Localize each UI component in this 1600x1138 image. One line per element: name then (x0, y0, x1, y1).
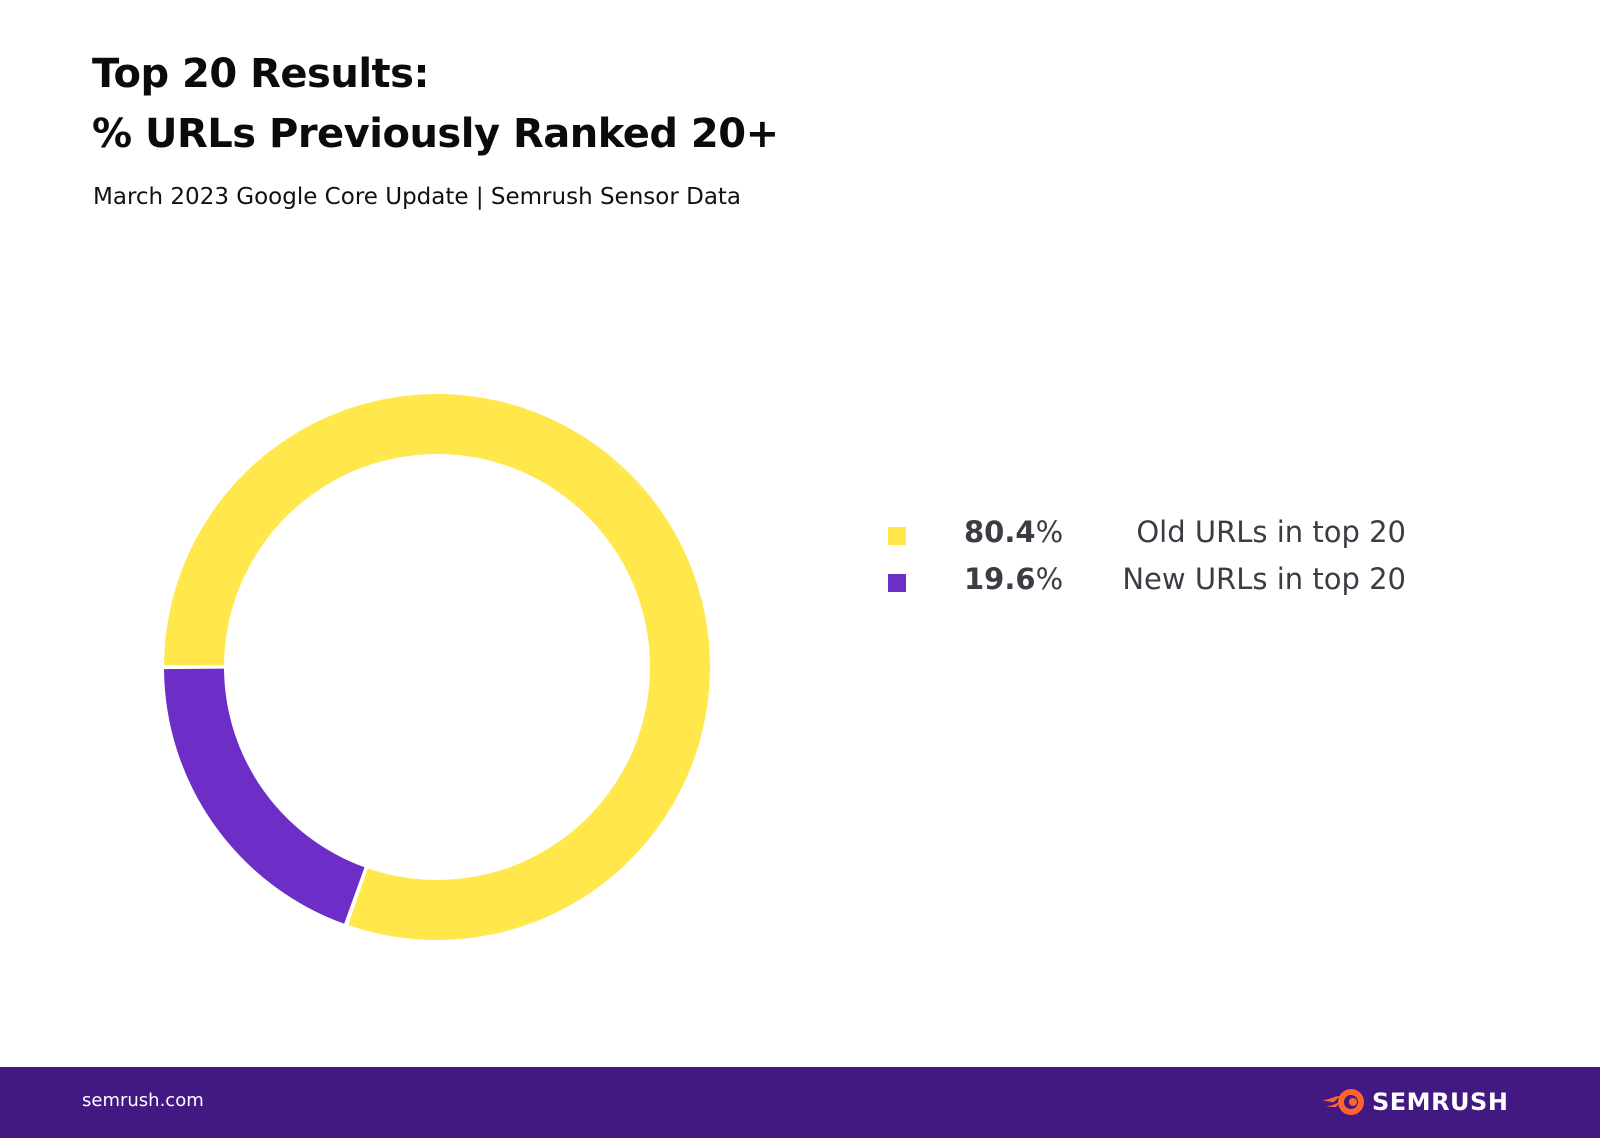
legend-label-old-urls: Old URLs in top 20 (1136, 515, 1406, 549)
footer-bar: semrush.com SEMRUSH (0, 1067, 1600, 1138)
legend-value-new-urls: 19.6% (964, 562, 1064, 596)
legend-swatch-new-urls (888, 574, 906, 592)
semrush-flame-icon (1322, 1089, 1364, 1115)
semrush-logo: SEMRUSH (1320, 1082, 1508, 1122)
legend-value-old-urls: 80.4% (964, 515, 1064, 549)
chart-subtitle: March 2023 Google Core Update | Semrush … (93, 184, 742, 210)
chart-legend: 80.4% Old URLs in top 20 19.6% New URLs … (888, 515, 1408, 609)
footer-site-link[interactable]: semrush.com (82, 1090, 204, 1111)
chart-title-line-2: % URLs Previously Ranked 20+ (92, 111, 779, 157)
legend-item-new-urls: 19.6% New URLs in top 20 (888, 562, 1408, 609)
legend-label-new-urls: New URLs in top 20 (1122, 562, 1406, 596)
legend-item-old-urls: 80.4% Old URLs in top 20 (888, 515, 1408, 562)
legend-swatch-old-urls (888, 527, 906, 545)
donut-slice-new-urls (164, 668, 365, 924)
chart-title-line-1: Top 20 Results: (92, 51, 429, 97)
chart-title: Top 20 Results: % URLs Previously Ranked… (92, 44, 779, 164)
brand-name: SEMRUSH (1372, 1088, 1509, 1116)
